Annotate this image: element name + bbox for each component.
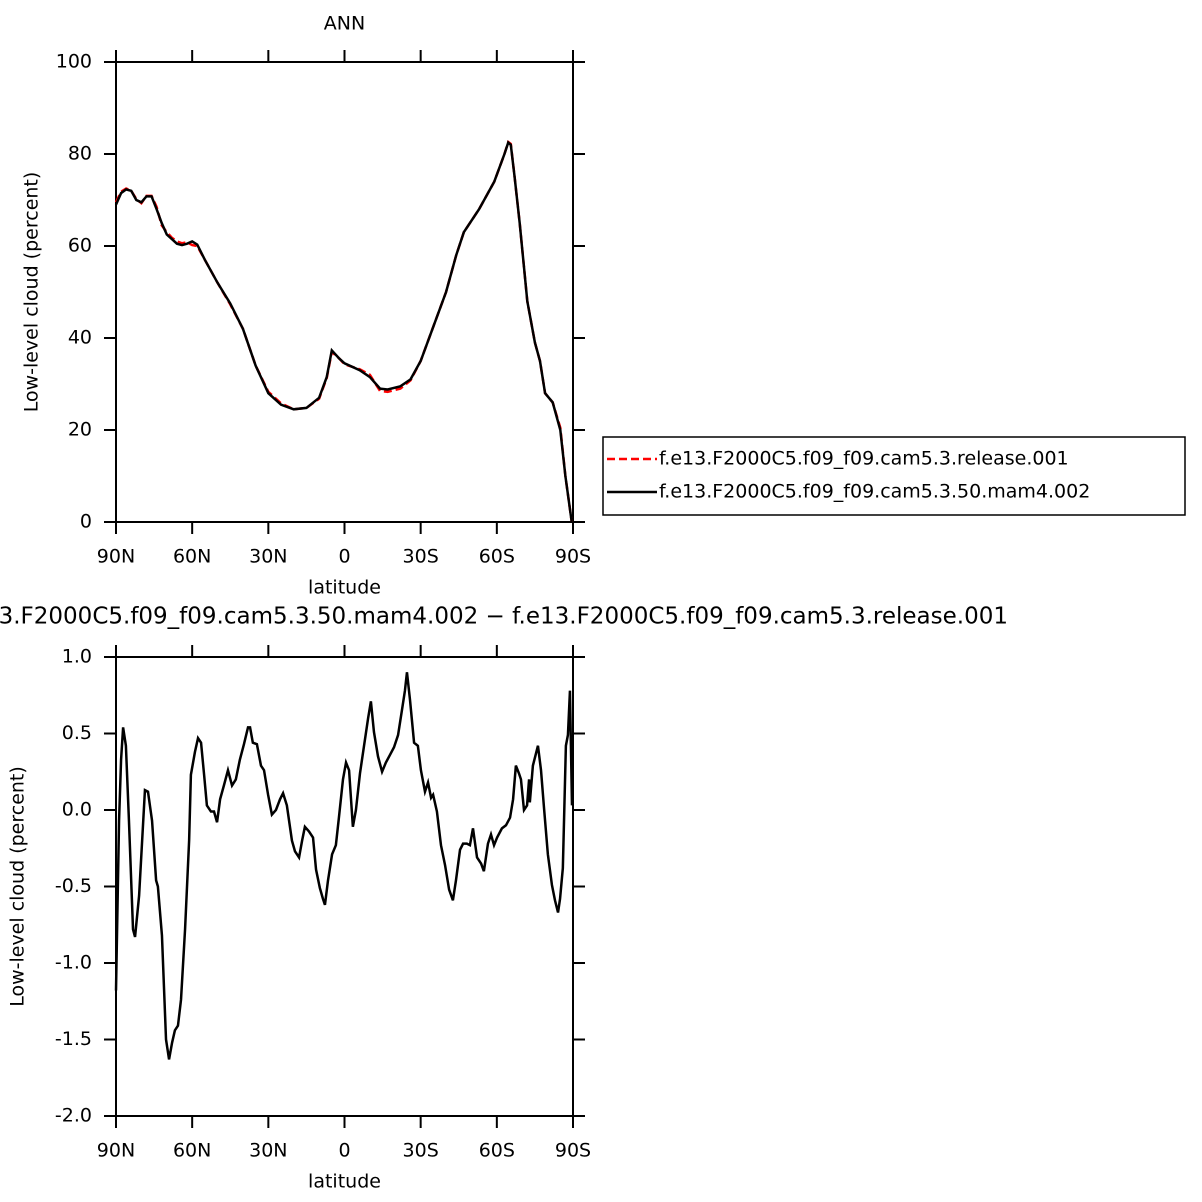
x-tick-label: 60S xyxy=(479,1140,515,1162)
x-tick-label: 30S xyxy=(403,546,439,568)
x-axis-label: latitude xyxy=(308,577,381,599)
y-tick-label: 80 xyxy=(68,143,92,165)
plot-frame xyxy=(115,61,574,523)
x-tick-label: 90N xyxy=(97,1140,135,1162)
data-line xyxy=(114,140,573,523)
y-tick-label: 60 xyxy=(68,235,92,257)
legend-label: f.e13.F2000C5.f09_f09.cam5.3.release.001 xyxy=(659,448,1069,470)
x-axis-label: latitude xyxy=(308,1171,381,1193)
legend-label: f.e13.F2000C5.f09_f09.cam5.3.50.mam4.002 xyxy=(659,481,1090,503)
x-tick-label: 0 xyxy=(338,1140,350,1162)
x-tick-label: 0 xyxy=(338,546,350,568)
x-tick-label: 30S xyxy=(403,1140,439,1162)
y-tick-label: 40 xyxy=(68,327,92,349)
data-line xyxy=(114,672,574,1060)
y-tick-label: 1.0 xyxy=(62,646,92,668)
y-tick-label: 0.5 xyxy=(62,722,92,744)
y-tick-label: -1.5 xyxy=(55,1028,92,1050)
x-tick-label: 90N xyxy=(97,546,135,568)
x-tick-label: 60N xyxy=(173,1140,211,1162)
y-tick-label: 100 xyxy=(56,51,92,73)
chart-title: f.e13.F2000C5.f09_f09.cam5.3.50.mam4.002… xyxy=(0,604,1008,630)
y-tick-label: -1.0 xyxy=(55,952,92,974)
y-axis-label: Low-level cloud (percent) xyxy=(21,172,43,413)
y-tick-label: 0 xyxy=(80,511,92,533)
x-tick-label: 30N xyxy=(249,546,287,568)
data-line xyxy=(114,140,573,523)
x-tick-label: 30N xyxy=(249,1140,287,1162)
chart-title: ANN xyxy=(324,13,365,35)
x-tick-label: 90S xyxy=(555,1140,591,1162)
y-tick-label: 0.0 xyxy=(62,799,92,821)
x-tick-label: 60S xyxy=(479,546,515,568)
y-tick-label: -2.0 xyxy=(55,1105,92,1127)
y-tick-label: -0.5 xyxy=(55,875,92,897)
y-axis-label: Low-level cloud (percent) xyxy=(7,766,29,1007)
plot-frame xyxy=(115,656,574,1117)
x-tick-label: 60N xyxy=(173,546,211,568)
legend-box xyxy=(602,436,1186,516)
x-tick-label: 90S xyxy=(555,546,591,568)
y-tick-label: 20 xyxy=(68,419,92,441)
